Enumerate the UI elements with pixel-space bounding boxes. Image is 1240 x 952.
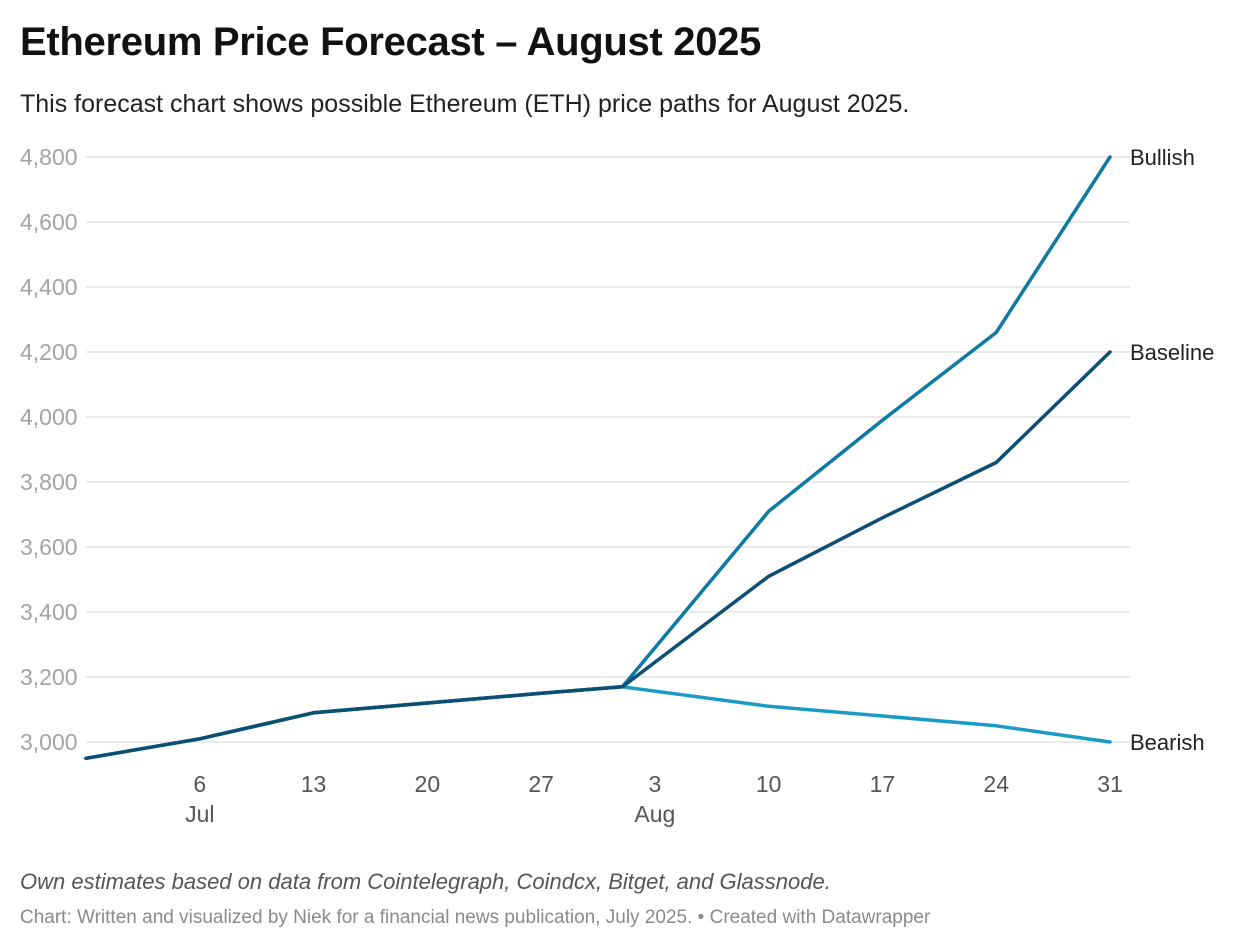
x-tick-label: 27 [528,771,554,797]
y-tick-label: 3,600 [20,534,78,560]
x-tick-label: 31 [1097,771,1123,797]
chart-notes: Own estimates based on data from Cointel… [20,869,831,894]
y-tick-label: 3,000 [20,729,78,755]
chart-subtitle: This forecast chart shows possible Ether… [20,90,910,118]
y-tick-label: 3,400 [20,599,78,625]
series-label-baseline: Baseline [1130,340,1214,365]
x-tick-label: 10 [756,771,782,797]
y-tick-label: 4,000 [20,404,78,430]
grid-lines [86,156,1130,743]
chart-source: Chart: Written and visualized by Niek fo… [20,907,931,928]
y-tick-label: 3,200 [20,664,78,690]
x-tick-label: 6 [193,771,206,797]
x-axis-ticks: 6 Jul 13 20 27 3 Aug 10 17 24 31 [185,771,1123,827]
y-tick-label: 4,600 [20,209,78,235]
y-tick-label: 4,200 [20,339,78,365]
x-tick-label: 20 [415,771,441,797]
x-tick-label: 13 [301,771,327,797]
series-lines [84,155,1112,761]
series-line-baseline [84,350,1112,761]
series-line-bearish [84,685,1112,761]
y-tick-label: 4,400 [20,274,78,300]
series-line-bullish [84,155,1112,761]
x-tick-month-label: Aug [634,801,675,827]
y-tick-label: 4,800 [20,144,78,170]
y-axis-ticks: 3,000 3,200 3,400 3,600 3,800 4,000 4,200 4,400… [20,144,78,755]
series-label-bullish: Bullish [1130,145,1195,170]
x-tick-label: 17 [870,771,896,797]
y-tick-label: 3,800 [20,469,78,495]
series-label-bearish: Bearish [1130,730,1205,755]
line-chart: 3,000 3,200 3,400 3,600 3,800 4,000 4,200 4,400… [20,144,1214,827]
series-labels: Bearish Bullish Baseline [1130,145,1214,755]
chart-title: Ethereum Price Forecast – August 2025 [20,20,762,64]
x-tick-label: 24 [983,771,1009,797]
x-tick-month-label: Jul [185,801,214,827]
x-tick-label: 3 [648,771,661,797]
